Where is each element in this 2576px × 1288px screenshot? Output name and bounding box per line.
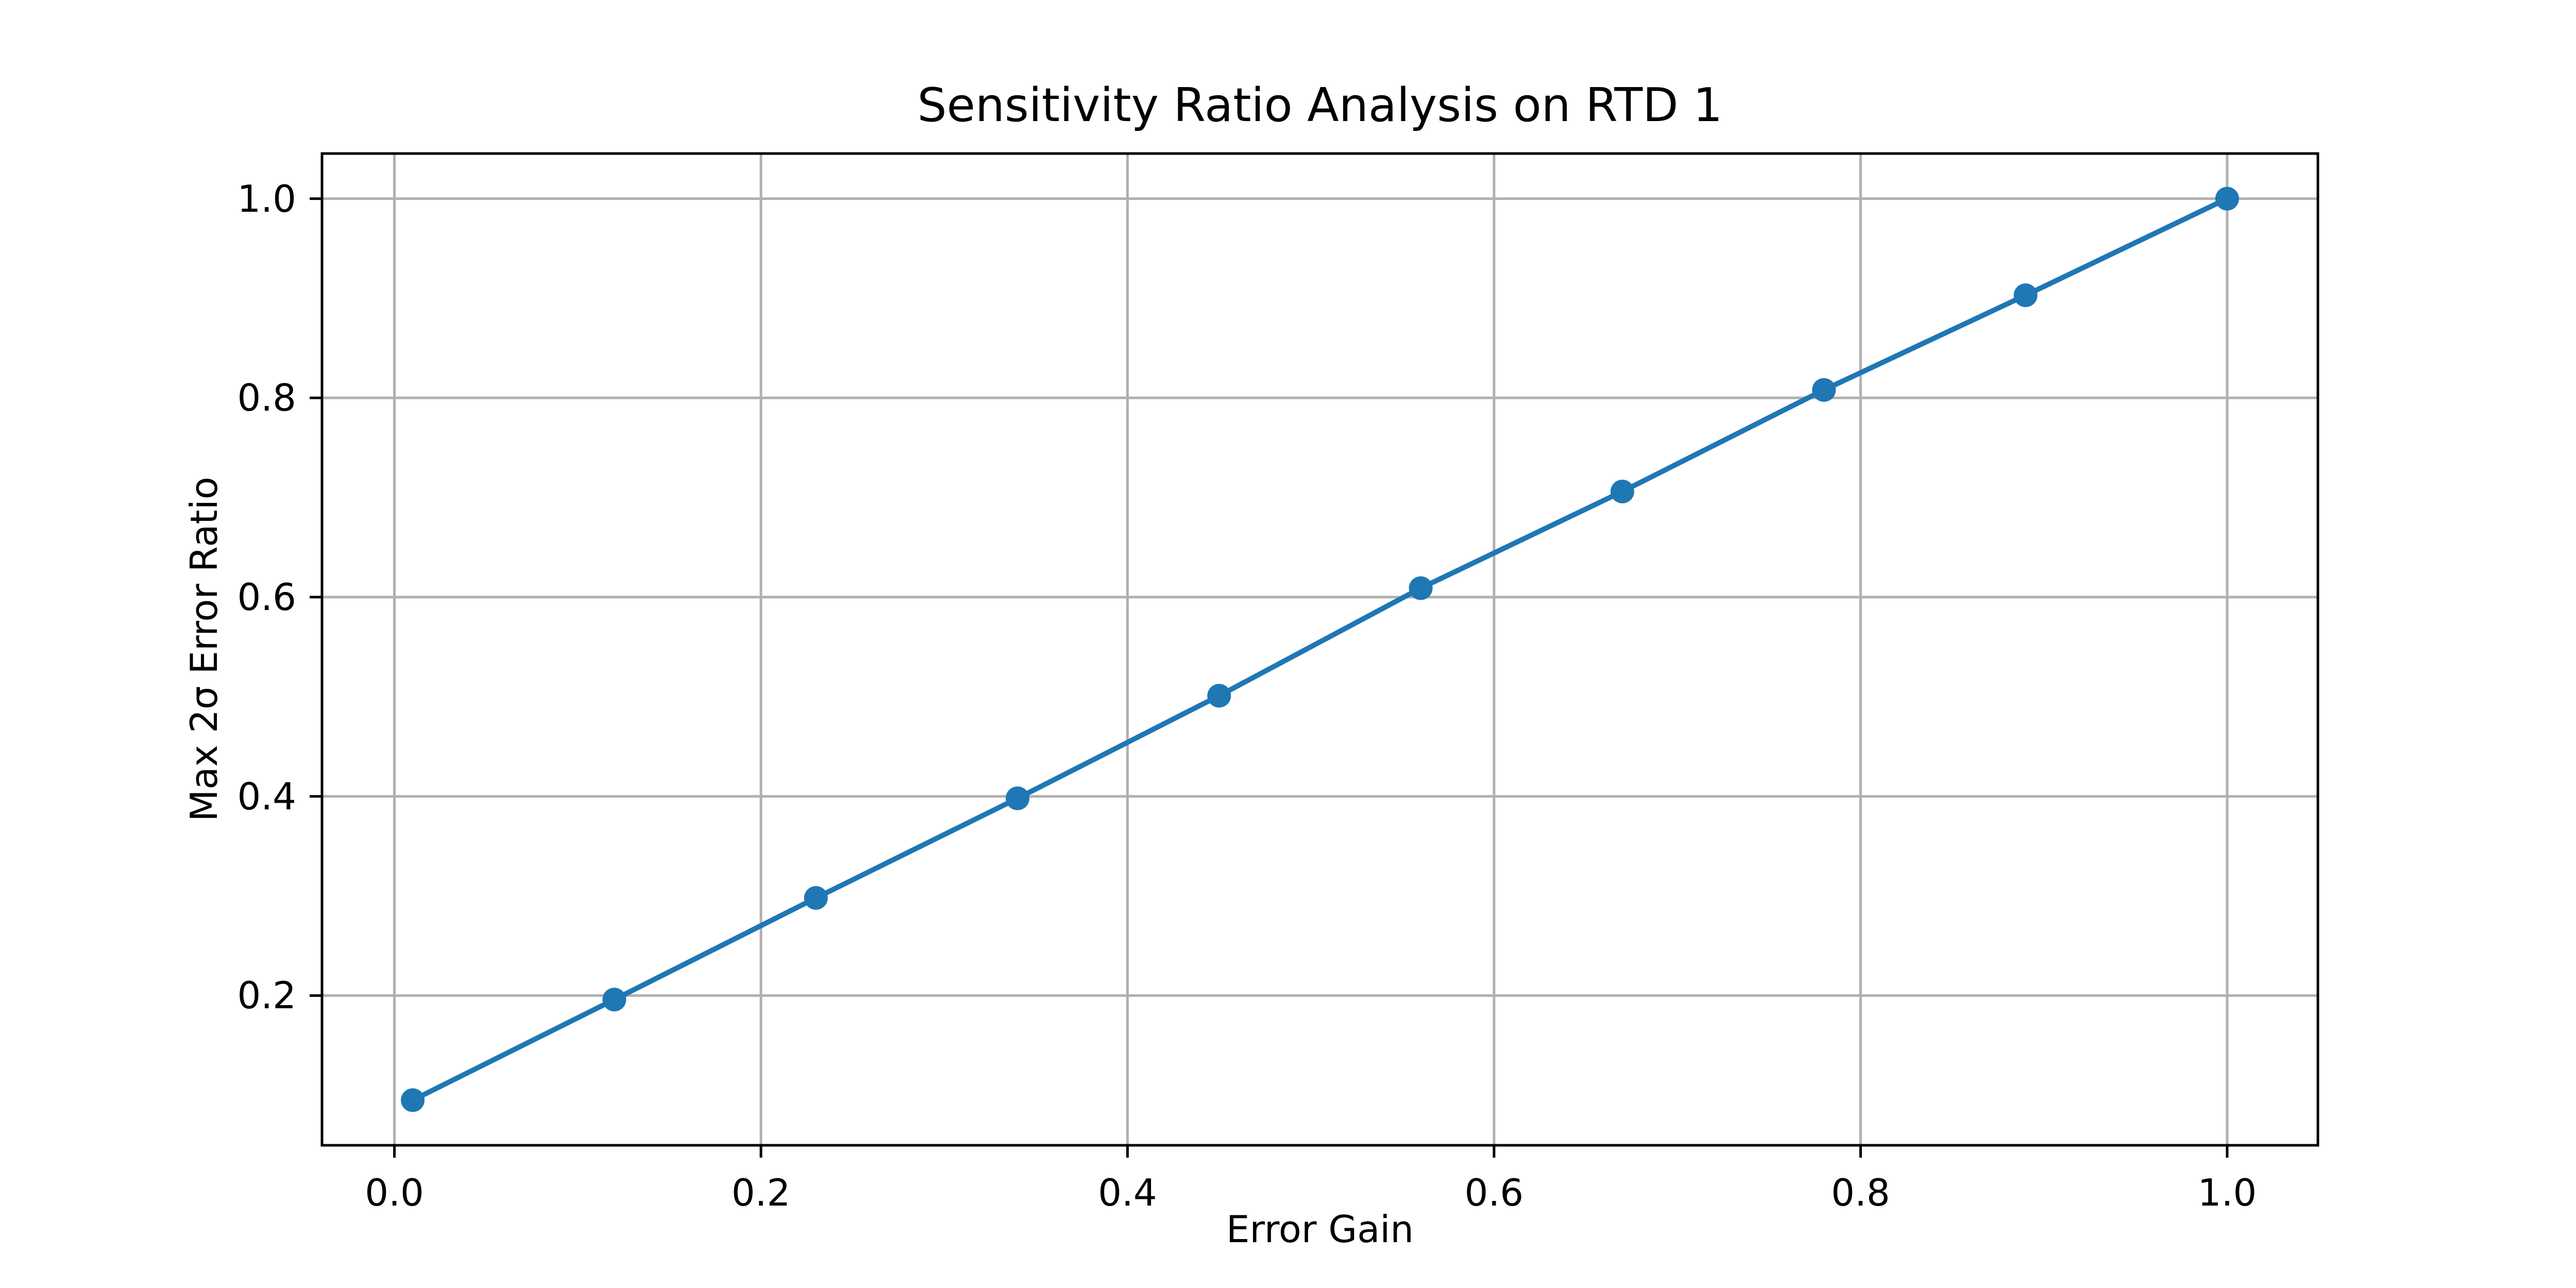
data-point-marker <box>2013 283 2038 308</box>
data-point-marker <box>1409 576 1433 600</box>
data-point-marker <box>1006 786 1030 810</box>
x-tick-label: 1.0 <box>2197 1171 2257 1214</box>
data-point-marker <box>602 988 626 1012</box>
x-tick-label: 0.2 <box>731 1171 791 1214</box>
data-point-marker <box>1207 684 1231 708</box>
data-point-marker <box>804 886 828 910</box>
chart-title: Sensitivity Ratio Analysis on RTD 1 <box>917 78 1723 132</box>
y-axis-label: Max 2σ Error Ratio <box>182 477 226 822</box>
data-line <box>410 196 2230 1103</box>
plot-spines <box>320 152 2319 1147</box>
data-point-marker <box>2215 187 2239 211</box>
data-point-marker <box>1812 378 1836 402</box>
x-tick-label: 0.8 <box>1831 1171 1890 1214</box>
data-point-marker <box>1610 480 1634 504</box>
y-tick-label: 1.0 <box>237 177 296 221</box>
y-tick-label: 0.4 <box>237 774 296 818</box>
y-tick-label: 0.2 <box>237 974 296 1018</box>
x-axis-label: Error Gain <box>1226 1208 1414 1251</box>
data-point-marker <box>401 1088 425 1112</box>
y-tick-label: 0.6 <box>237 575 296 619</box>
x-tick-label: 0.6 <box>1464 1171 1524 1214</box>
y-tick-label: 0.8 <box>237 376 296 420</box>
x-tick-label: 0.4 <box>1098 1171 1157 1214</box>
x-tick-label: 0.0 <box>365 1171 424 1214</box>
